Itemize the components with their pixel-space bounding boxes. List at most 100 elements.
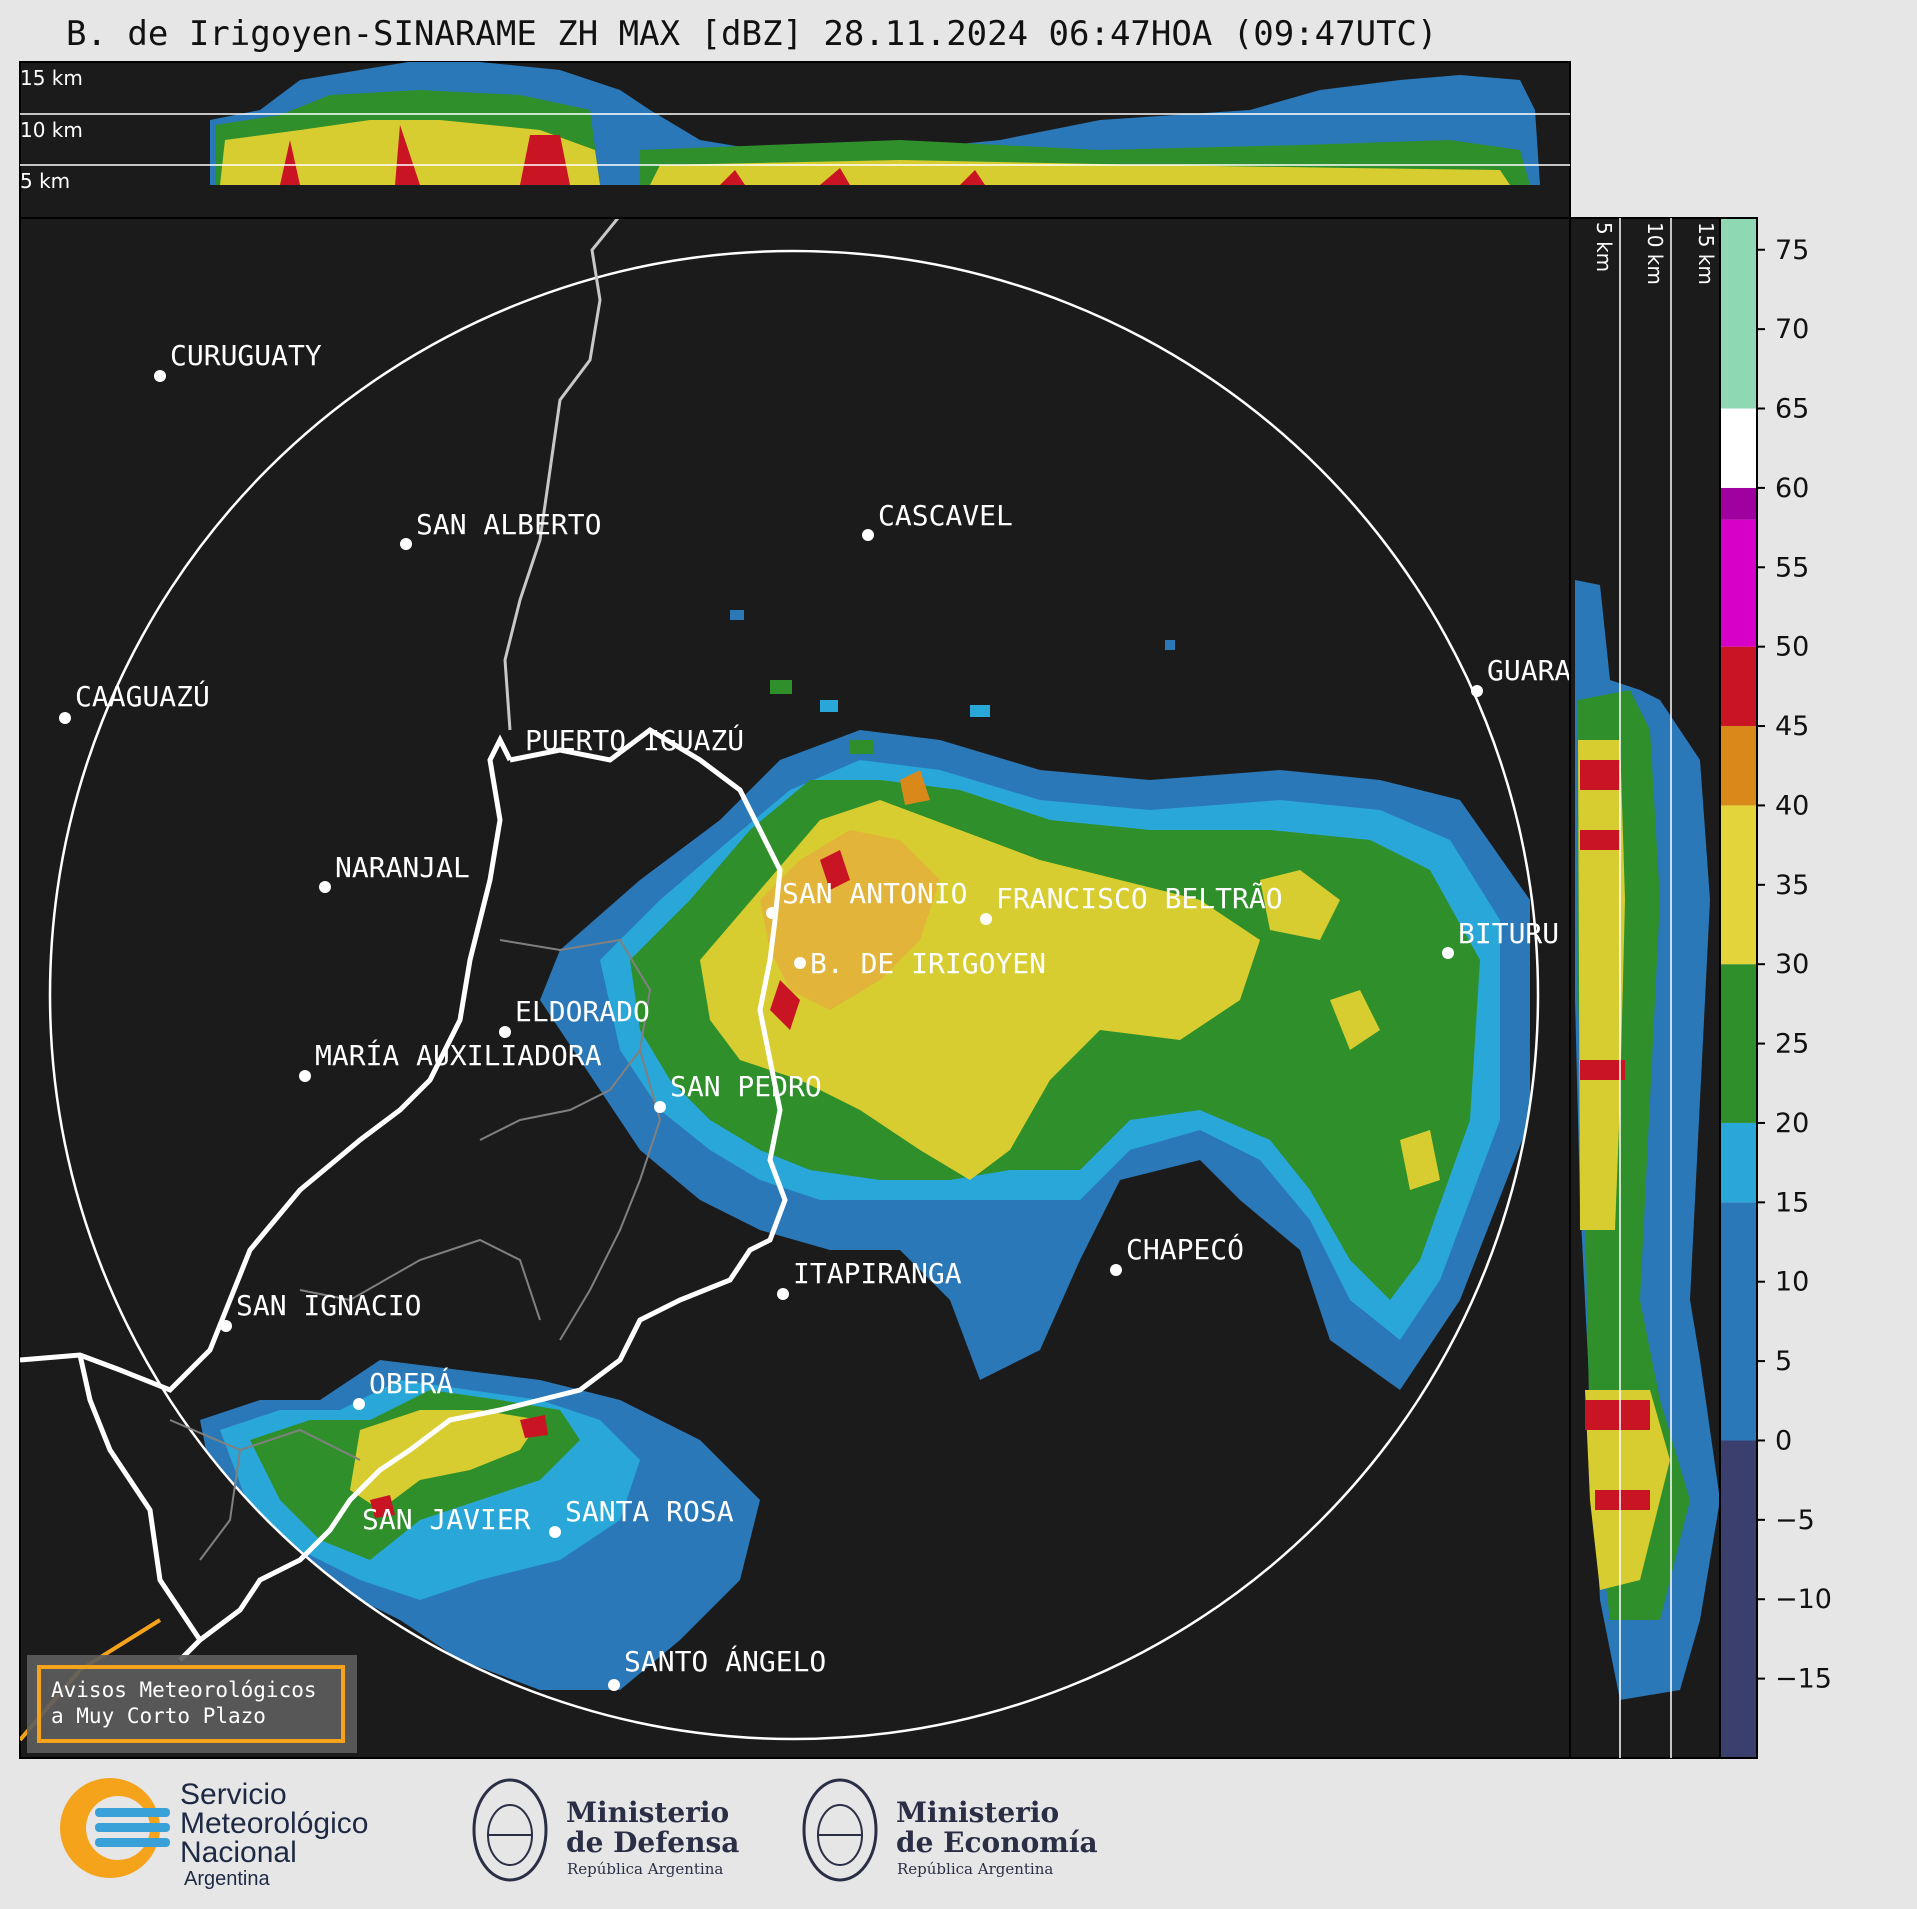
- colorbar-tick-label: 30: [1775, 949, 1809, 980]
- city-cascavel: CASCAVEL: [862, 499, 1013, 541]
- city-curuguaty: CURUGUATY: [154, 339, 322, 382]
- top-alt-5km: 5 km: [20, 169, 70, 193]
- svg-text:ITAPIRANGA: ITAPIRANGA: [793, 1257, 962, 1290]
- top-alt-10km: 10 km: [20, 118, 83, 142]
- logo-ministerio-economia: Ministerio de Economía República Argenti…: [802, 1778, 1098, 1882]
- colorbar-tick-label: 20: [1775, 1108, 1809, 1139]
- colorbar-tick-label: 60: [1775, 473, 1809, 504]
- colorbar-band: [1720, 408, 1757, 488]
- colorbar-band: [1720, 805, 1757, 965]
- colorbar-tick-label: 65: [1775, 394, 1809, 425]
- colorbar-tick-label: 0: [1775, 1425, 1792, 1456]
- colorbar-tick-label: 15: [1775, 1187, 1809, 1218]
- colorbar-bands: [1720, 218, 1757, 1758]
- colorbar-tick-label: −10: [1775, 1584, 1832, 1615]
- svg-text:CURUGUATY: CURUGUATY: [170, 339, 322, 372]
- colorbar-tick-label: −5: [1775, 1505, 1815, 1536]
- colorbar-tick-label: −15: [1775, 1664, 1832, 1695]
- city-naranjal: NARANJAL: [319, 851, 470, 893]
- colorbar-band: [1720, 646, 1757, 727]
- svg-text:CHAPECÓ: CHAPECÓ: [1126, 1232, 1244, 1266]
- colorbar-tick-label: 55: [1775, 552, 1809, 583]
- colorbar-band: [1720, 1202, 1757, 1441]
- svg-text:Servicio: Servicio: [180, 1778, 287, 1811]
- colorbar-band: [1720, 519, 1757, 647]
- colorbar-tick-label: 70: [1775, 314, 1809, 345]
- city-b-de-irigoyen: B. DE IRIGOYEN: [794, 947, 1046, 980]
- city-santo-angelo: SANTO ÁNGELO: [608, 1644, 826, 1691]
- colorbar-band: [1720, 487, 1757, 520]
- colorbar-band: [1720, 1440, 1757, 1758]
- warnings-notice[interactable]: Avisos Meteorológicos a Muy Corto Plazo: [27, 1655, 357, 1753]
- svg-text:República Argentina: República Argentina: [897, 1860, 1053, 1878]
- svg-text:ELDORADO: ELDORADO: [515, 995, 650, 1028]
- city-maria-auxiliadora: MARÍA AUXILIADORA: [299, 1038, 602, 1082]
- svg-text:Ministerio: Ministerio: [896, 1796, 1059, 1829]
- svg-text:B. DE IRIGOYEN: B. DE IRIGOYEN: [810, 947, 1046, 980]
- svg-text:Ministerio: Ministerio: [566, 1796, 729, 1829]
- colorbar-tick-label: 75: [1775, 235, 1809, 266]
- country-borders: [20, 218, 788, 1742]
- city-puerto-iguazu: PUERTO IGUAZÚ: [525, 723, 744, 757]
- top-cross-section-panel: 15 km 10 km 5 km: [19, 61, 1571, 219]
- svg-text:PUERTO IGUAZÚ: PUERTO IGUAZÚ: [525, 723, 744, 757]
- city-guara: GUARA: [1471, 654, 1571, 697]
- svg-text:SAN IGNACIO: SAN IGNACIO: [236, 1289, 421, 1322]
- svg-text:SAN JAVIER: SAN JAVIER: [362, 1503, 531, 1536]
- city-santa-rosa: SANTA ROSA: [549, 1495, 734, 1538]
- city-francisco-beltrao: FRANCISCO BELTRÃO: [980, 882, 1283, 925]
- city-eldorado: ELDORADO: [499, 995, 650, 1038]
- colorbar-band: [1720, 964, 1757, 1123]
- logo-ministerio-defensa: Ministerio de Defensa República Argentin…: [472, 1778, 739, 1882]
- svg-text:Nacional: Nacional: [180, 1836, 297, 1869]
- colorbar-tick-label: 25: [1775, 1029, 1809, 1060]
- notice-line2: a Muy Corto Plazo: [51, 1704, 266, 1728]
- svg-text:de Defensa: de Defensa: [566, 1826, 739, 1859]
- colorbar-tick-label: 45: [1775, 711, 1809, 742]
- city-bituru: BITURU: [1442, 917, 1559, 959]
- city-markers: CURUGUATY SAN ALBERTO CASCAVEL CAAGUAZÚ …: [59, 339, 1571, 1691]
- side-alt-5km: 5 km: [1592, 222, 1616, 272]
- svg-text:NARANJAL: NARANJAL: [335, 851, 470, 884]
- city-itapiranga: ITAPIRANGA: [777, 1257, 962, 1300]
- colorbar-tick-label: 5: [1775, 1346, 1792, 1377]
- svg-text:Argentina: Argentina: [184, 1868, 270, 1890]
- city-obera: OBERÁ: [353, 1366, 453, 1410]
- colorbar-band: [1720, 726, 1757, 806]
- svg-text:CASCAVEL: CASCAVEL: [878, 499, 1013, 532]
- range-ring: [48, 249, 1540, 1741]
- svg-text:OBERÁ: OBERÁ: [369, 1366, 453, 1400]
- colorbar-tick-label: 50: [1775, 632, 1809, 663]
- city-san-pedro: SAN PEDRO: [654, 1070, 822, 1113]
- city-caaguazu: CAAGUAZÚ: [59, 679, 210, 724]
- svg-text:CAAGUAZÚ: CAAGUAZÚ: [75, 679, 210, 713]
- side-cross-section-panel: 5 km 10 km 15 km: [1569, 217, 1721, 1759]
- colorbar-band: [1720, 1122, 1757, 1203]
- colorbar-tick-label: 10: [1775, 1267, 1809, 1298]
- city-san-javier: SAN JAVIER: [362, 1503, 531, 1536]
- svg-text:BITURU: BITURU: [1458, 917, 1559, 950]
- city-san-ignacio: SAN IGNACIO: [220, 1289, 421, 1332]
- svg-text:GUARA: GUARA: [1487, 654, 1571, 687]
- logo-smn: Servicio Meteorológico Nacional Argentin…: [60, 1778, 368, 1890]
- svg-text:SAN ALBERTO: SAN ALBERTO: [416, 508, 601, 541]
- city-chapeco: CHAPECÓ: [1110, 1232, 1244, 1276]
- svg-text:SAN ANTONIO: SAN ANTONIO: [782, 877, 967, 910]
- colorbar-tick-label: 40: [1775, 790, 1809, 821]
- top-alt-15km: 15 km: [20, 66, 83, 90]
- svg-text:República Argentina: República Argentina: [567, 1860, 723, 1878]
- city-san-antonio: SAN ANTONIO: [766, 877, 967, 919]
- side-alt-15km: 15 km: [1694, 222, 1718, 285]
- svg-text:SANTO ÁNGELO: SANTO ÁNGELO: [624, 1644, 826, 1678]
- svg-text:MARÍA AUXILIADORA: MARÍA AUXILIADORA: [315, 1038, 602, 1072]
- svg-text:SANTA ROSA: SANTA ROSA: [565, 1495, 734, 1528]
- city-san-alberto: SAN ALBERTO: [400, 508, 601, 550]
- svg-text:de Economía: de Economía: [896, 1826, 1098, 1859]
- svg-text:SAN PEDRO: SAN PEDRO: [670, 1070, 822, 1103]
- svg-text:FRANCISCO BELTRÃO: FRANCISCO BELTRÃO: [996, 882, 1283, 915]
- svg-text:Meteorológico: Meteorológico: [180, 1807, 368, 1840]
- radar-map-panel: CURUGUATY SAN ALBERTO CASCAVEL CAAGUAZÚ …: [19, 217, 1571, 1759]
